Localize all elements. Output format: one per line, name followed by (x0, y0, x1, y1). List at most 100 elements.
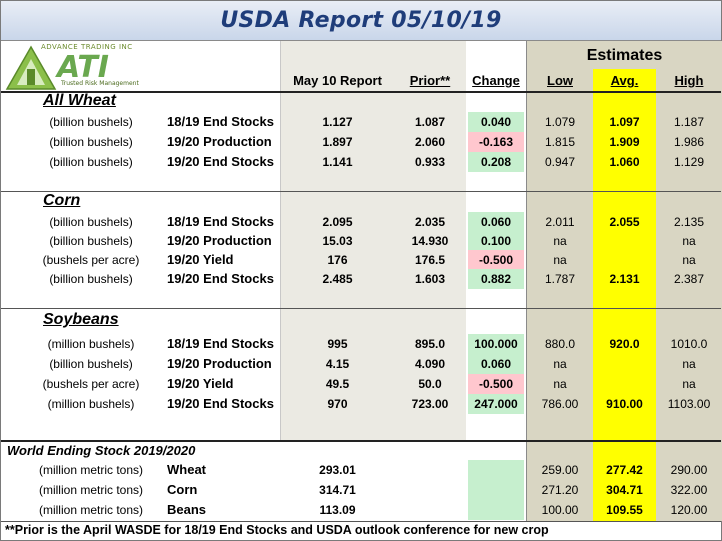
low-cell: 1.787 (544, 272, 576, 286)
unit-cell: (billion bushels) (49, 357, 133, 371)
item-cell: 19/20 Production (167, 233, 272, 248)
change-cell: -0.163 (468, 132, 524, 152)
low-cell: 880.0 (544, 337, 576, 351)
low-cell: 1.079 (544, 115, 576, 129)
change-cell (468, 460, 524, 480)
prior-cell: 50.0 (418, 377, 442, 391)
item-cell: 19/20 Yield (167, 376, 234, 391)
table-row: (million metric tons) Beans 113.09 100.00 10… (1, 500, 721, 520)
prior-cell: 0.933 (414, 155, 446, 169)
unit-cell: (million metric tons) (38, 463, 143, 477)
prior-cell (394, 460, 466, 480)
low-cell: na (553, 377, 567, 391)
avg-cell (593, 250, 656, 270)
high-cell: na (682, 234, 696, 248)
high-cell: 322.00 (670, 483, 708, 497)
section-divider (1, 440, 721, 442)
change-cell (468, 500, 524, 520)
high-cell: na (682, 377, 696, 391)
unit-cell: (million metric tons) (38, 483, 143, 497)
high-cell: 120.00 (670, 503, 708, 517)
unit-cell: (billion bushels) (49, 215, 133, 229)
avg-cell: 1.909 (609, 135, 640, 149)
high-cell: 1.187 (673, 115, 705, 129)
low-cell: na (553, 357, 567, 371)
section-divider (1, 521, 721, 522)
avg-column-highlight (593, 93, 656, 521)
may-report-header: May 10 Report (293, 73, 382, 88)
low-cell: 786.00 (541, 397, 579, 411)
may-cell: 176 (327, 253, 348, 267)
item-cell: 19/20 Production (167, 134, 272, 149)
avg-header-highlight (593, 69, 656, 93)
prior-header: Prior** (409, 73, 451, 88)
change-cell-empty (468, 460, 524, 480)
prior-cell: 2.060 (414, 135, 446, 149)
title-bar: USDA Report 05/10/19 (1, 1, 721, 41)
item-cell: 18/19 End Stocks (167, 114, 274, 129)
may-cell: 4.15 (325, 357, 350, 371)
prior-cell: 1.087 (414, 115, 446, 129)
low-cell: 259.00 (541, 463, 579, 477)
may-cell: 113.09 (319, 503, 356, 517)
avg-cell: 1.060 (609, 155, 640, 169)
section-divider (1, 191, 721, 192)
may-cell: 15.03 (322, 234, 353, 248)
prior-cell: 2.035 (414, 215, 446, 229)
low-cell: 1.815 (544, 135, 576, 149)
table-row: (bushels per acre) 19/20 Yield 49.5 50.0 -0.… (1, 374, 721, 394)
estimates-header: Estimates (586, 47, 663, 64)
prior-cell: 1.603 (414, 272, 446, 286)
high-header: High (674, 73, 704, 88)
avg-cell: 1.097 (609, 115, 640, 129)
may-cell: 293.01 (319, 463, 356, 477)
unit-cell: (million metric tons) (38, 503, 143, 517)
low-cell: na (553, 253, 567, 267)
item-cell: 19/20 Yield (167, 252, 234, 267)
prior-cell: 176.5 (414, 253, 446, 267)
low-header: Low (547, 73, 573, 88)
unit-cell: (billion bushels) (49, 135, 133, 149)
avg-cell: 304.71 (606, 483, 643, 497)
avg-cell (593, 374, 656, 394)
change-cell: 0.100 (468, 231, 524, 251)
item-cell: 19/20 End Stocks (167, 396, 274, 411)
section-title-wheat: All Wheat (43, 92, 116, 109)
item-cell: Beans (167, 502, 207, 517)
avg-cell (593, 354, 656, 374)
report-column-bg (281, 41, 466, 441)
high-cell: 290.00 (670, 463, 708, 477)
section-divider (1, 91, 721, 93)
change-cell-empty (468, 480, 524, 500)
avg-cell: 2.131 (609, 272, 640, 286)
table-row: (billion bushels) 18/19 End Stocks 2.095 2.… (1, 212, 721, 232)
unit-cell: (billion bushels) (49, 234, 133, 248)
item-cell: 18/19 End Stocks (167, 214, 274, 229)
change-cell: -0.500 (468, 250, 524, 270)
change-cell-empty (468, 500, 524, 520)
may-cell: 314.71 (319, 483, 356, 497)
change-cell: -0.500 (468, 374, 524, 394)
item-cell: Corn (167, 482, 198, 497)
table-row: (bushels per acre) 19/20 Yield 176 176.5 -0.… (1, 250, 721, 270)
ati-logo-icon (5, 45, 57, 90)
low-cell: 0.947 (544, 155, 576, 169)
section-title-world: World Ending Stock 2019/2020 (7, 443, 196, 458)
unit-cell: (million bushels) (47, 397, 135, 411)
unit-cell: (bushels per acre) (42, 377, 140, 391)
may-cell: 970 (327, 397, 348, 411)
change-cell: 247.000 (468, 394, 524, 414)
table-row: (million bushels) 19/20 End Stocks 970 723.… (1, 394, 721, 414)
item-cell: 19/20 End Stocks (167, 271, 274, 286)
table-row: (million metric tons) Wheat 293.01 259.00 27… (1, 460, 721, 480)
may-cell: 995 (327, 337, 348, 351)
avg-cell: 920.0 (609, 337, 640, 351)
may-cell: 1.897 (322, 135, 353, 149)
section-divider (1, 308, 721, 309)
prior-cell (394, 480, 466, 500)
prior-cell: 723.00 (411, 397, 449, 411)
change-cell: 0.882 (468, 269, 524, 289)
avg-cell: 910.00 (606, 397, 643, 411)
column-divider (280, 41, 281, 441)
avg-cell: 109.55 (606, 503, 643, 517)
